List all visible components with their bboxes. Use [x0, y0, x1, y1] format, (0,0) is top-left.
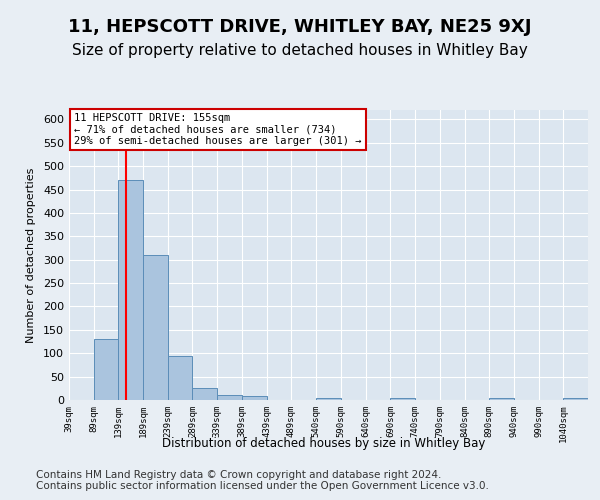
Y-axis label: Number of detached properties: Number of detached properties: [26, 168, 36, 342]
Bar: [489, 398, 514, 400]
Text: Distribution of detached houses by size in Whitley Bay: Distribution of detached houses by size …: [163, 438, 485, 450]
Text: Contains public sector information licensed under the Open Government Licence v3: Contains public sector information licen…: [36, 481, 489, 491]
Text: Contains HM Land Registry data © Crown copyright and database right 2024.: Contains HM Land Registry data © Crown c…: [36, 470, 442, 480]
Bar: [242, 396, 266, 400]
Bar: [391, 398, 415, 400]
Bar: [94, 339, 118, 400]
Bar: [217, 396, 242, 400]
Bar: [563, 398, 588, 400]
Bar: [316, 398, 341, 400]
Bar: [118, 180, 143, 400]
Text: 11 HEPSCOTT DRIVE: 155sqm
← 71% of detached houses are smaller (734)
29% of semi: 11 HEPSCOTT DRIVE: 155sqm ← 71% of detac…: [74, 113, 362, 146]
Bar: [168, 356, 193, 400]
Text: Size of property relative to detached houses in Whitley Bay: Size of property relative to detached ho…: [72, 42, 528, 58]
Bar: [143, 255, 168, 400]
Text: 11, HEPSCOTT DRIVE, WHITLEY BAY, NE25 9XJ: 11, HEPSCOTT DRIVE, WHITLEY BAY, NE25 9X…: [68, 18, 532, 36]
Bar: [193, 388, 217, 400]
